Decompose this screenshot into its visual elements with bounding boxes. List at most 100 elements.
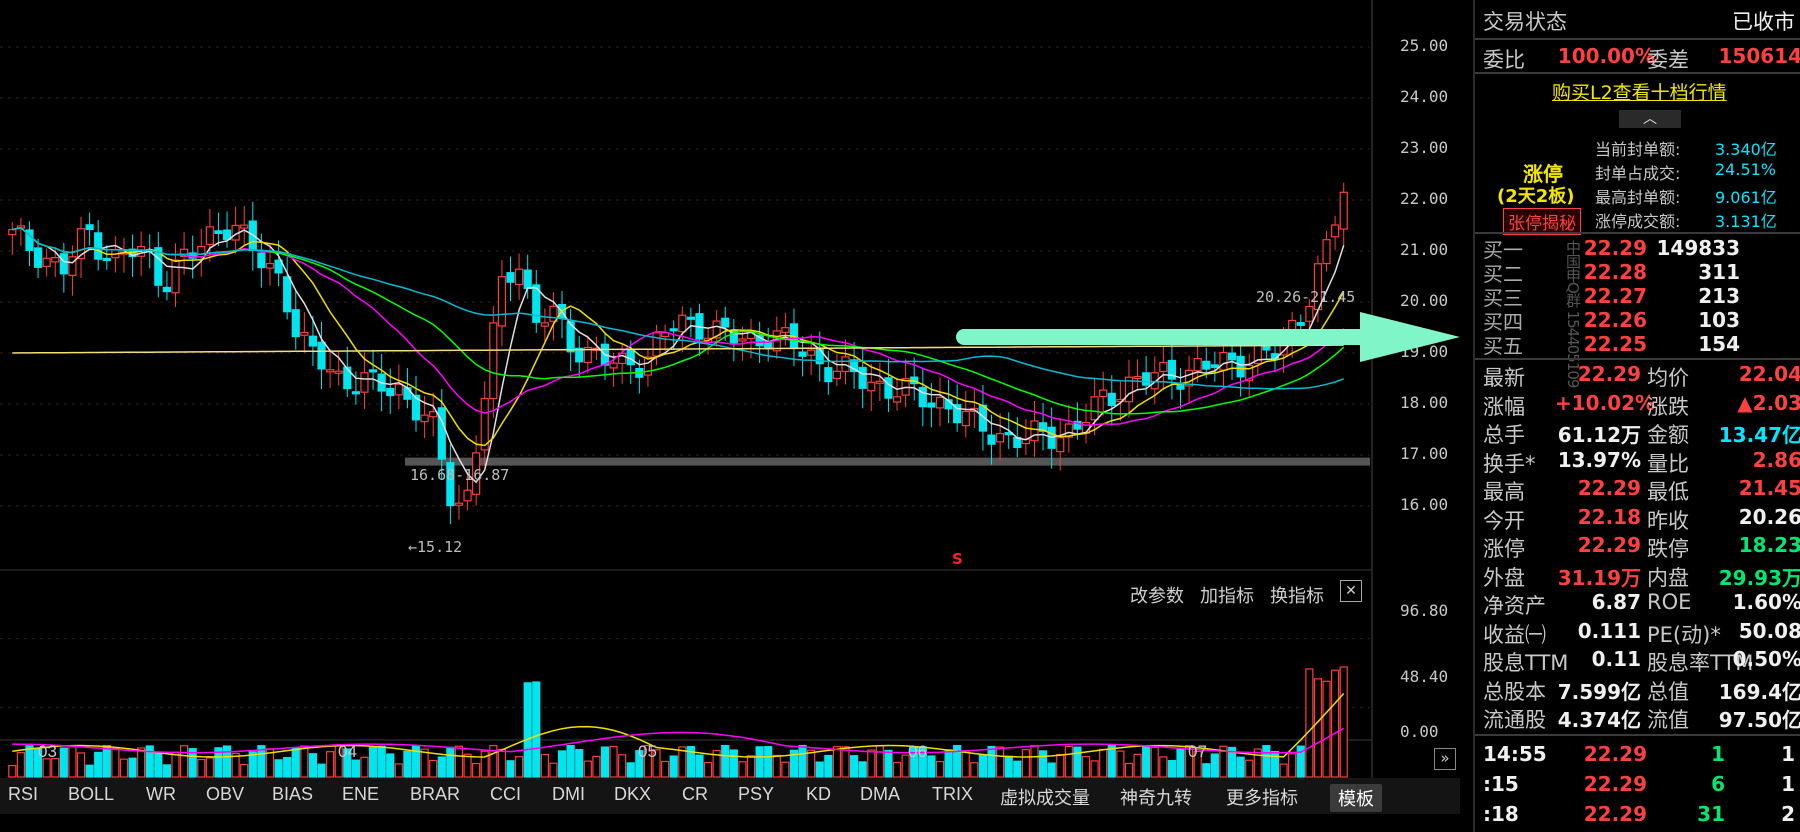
volume-bar-up: [111, 747, 120, 778]
volume-bar-up: [549, 762, 558, 778]
close-indicator-icon[interactable]: ✕: [1340, 580, 1362, 602]
tab-brar[interactable]: BRAR: [410, 784, 461, 804]
tab-cci[interactable]: CCI: [490, 784, 521, 804]
tab-wr[interactable]: WR: [146, 784, 176, 804]
volume-bar-down: [308, 753, 318, 778]
candle-up: [583, 346, 592, 364]
volume-bar-down: [214, 747, 223, 778]
volume-bar-up: [171, 751, 180, 778]
quote-value: 0.111: [1577, 618, 1641, 643]
volume-bar-down: [85, 764, 94, 778]
volume-bar-up: [1116, 750, 1125, 778]
trade-status-value: 已收市: [1732, 10, 1795, 34]
tab-boll[interactable]: BOLL: [68, 784, 115, 804]
volume-bar-up: [832, 746, 842, 778]
kline-chart-svg[interactable]: [0, 0, 1460, 832]
tick-price: 22.29: [1583, 742, 1647, 766]
volume-bar-down: [532, 681, 541, 778]
volume-bar-down: [377, 745, 386, 778]
candle-down: [884, 377, 893, 399]
volume-bar-down: [721, 744, 730, 778]
volume-bar-down: [566, 744, 575, 778]
switch-indicator-button[interactable]: 换指标: [1270, 586, 1324, 607]
volume-bar-down: [317, 763, 326, 778]
quote-label: ROE: [1647, 590, 1692, 614]
sell-signal-marker[interactable]: S: [952, 550, 963, 568]
bid-price-4: 22.26: [1583, 308, 1647, 332]
volume-ma5-line: [12, 692, 1345, 758]
quote-value: 0.50%: [1732, 647, 1800, 671]
candle-down: [721, 317, 730, 328]
candle-up: [420, 414, 429, 423]
bid-label-2: 买二: [1483, 262, 1523, 286]
volume-bar-down: [1202, 763, 1211, 778]
volume-bar-down: [1176, 748, 1185, 778]
candle-down: [162, 286, 172, 293]
candle-up: [1150, 372, 1159, 390]
quote-label: 量比: [1647, 451, 1689, 476]
candle-up: [197, 245, 206, 258]
candle-up: [1056, 437, 1065, 453]
volume-bar-down: [283, 757, 292, 778]
vol-tick-mid: 48.40: [1400, 667, 1449, 686]
candle-down: [351, 391, 360, 395]
tick-count: 1: [1781, 772, 1795, 796]
tab-bias[interactable]: BIAS: [272, 784, 314, 804]
volume-ma10-line: [12, 727, 1345, 754]
y-tick-16: 16.00: [1400, 495, 1449, 514]
volume-bar-up: [8, 764, 17, 778]
indicator-tab-bar: RSI BOLL WR OBV BIAS ENE BRAR CCI DMI DK…: [0, 778, 1460, 814]
tab-virtual-volume[interactable]: 虚拟成交量: [1000, 788, 1090, 808]
tab-dmi[interactable]: DMI: [552, 784, 585, 804]
tab-kd[interactable]: KD: [806, 784, 832, 804]
candle-down: [59, 253, 68, 275]
volume-bar-up: [326, 751, 335, 778]
limit-secret-button[interactable]: 张停揭秘: [1503, 208, 1581, 235]
add-indicator-button[interactable]: 加指标: [1200, 586, 1254, 607]
bid-price-1: 22.29: [1583, 236, 1647, 260]
adjust-params-button[interactable]: 改参数: [1130, 586, 1184, 607]
volume-bar-down: [257, 745, 266, 778]
tab-dma[interactable]: DMA: [860, 784, 900, 804]
vol-tick-high: 96.80: [1400, 601, 1449, 620]
tab-rsi[interactable]: RSI: [8, 784, 39, 804]
support-band: [405, 457, 1370, 466]
y-tick-17: 17.00: [1400, 444, 1449, 463]
tab-dkx[interactable]: DKX: [614, 784, 652, 804]
tab-trix[interactable]: TRIX: [932, 784, 974, 804]
kline-chart-area[interactable]: 25.00 24.00 23.00 22.00 21.00 20.00 19.0…: [0, 0, 1460, 832]
candle-up: [892, 396, 902, 403]
candle-up: [807, 349, 816, 356]
volume-bar-up: [652, 749, 661, 778]
candle-up: [643, 356, 653, 376]
candle-down: [1142, 372, 1151, 386]
tab-template[interactable]: 模板: [1330, 784, 1382, 812]
tab-more-indicators[interactable]: 更多指标: [1226, 788, 1298, 808]
tab-cr[interactable]: CR: [682, 784, 708, 804]
limit-stat-label-2: 最高封单额:: [1595, 188, 1681, 207]
expand-arrow-icon[interactable]: »: [1434, 748, 1456, 770]
tab-ene[interactable]: ENE: [342, 784, 380, 804]
quote-value: 22.04: [1738, 362, 1800, 386]
candle-down: [1167, 359, 1177, 380]
candle-up: [609, 362, 618, 369]
collapse-chevron-icon[interactable]: ︿: [1619, 110, 1681, 128]
weicha-value: 150614: [1718, 44, 1800, 68]
l2-purchase-link[interactable]: 购买L2查看十档行情: [1552, 82, 1727, 104]
tab-magic-nine[interactable]: 神奇九转: [1120, 788, 1192, 808]
x-tick-06: 06: [908, 742, 927, 761]
candle-down: [858, 366, 867, 389]
quote-value: 22.18: [1577, 504, 1641, 529]
candle-up: [497, 276, 507, 327]
tab-psy[interactable]: PSY: [738, 784, 775, 804]
watermark-text: 中国申Q群 154405109: [1564, 240, 1582, 388]
candle-up: [1030, 420, 1039, 442]
bid-vol-1: 149833: [1656, 236, 1741, 260]
tab-obv[interactable]: OBV: [206, 784, 245, 804]
divider: [1475, 72, 1800, 74]
candle-down: [927, 402, 936, 408]
volume-bar-up: [51, 757, 60, 778]
volume-bar-up: [205, 757, 214, 778]
quote-value: 22.29: [1577, 533, 1641, 557]
quote-value: 7.599亿: [1557, 679, 1641, 704]
